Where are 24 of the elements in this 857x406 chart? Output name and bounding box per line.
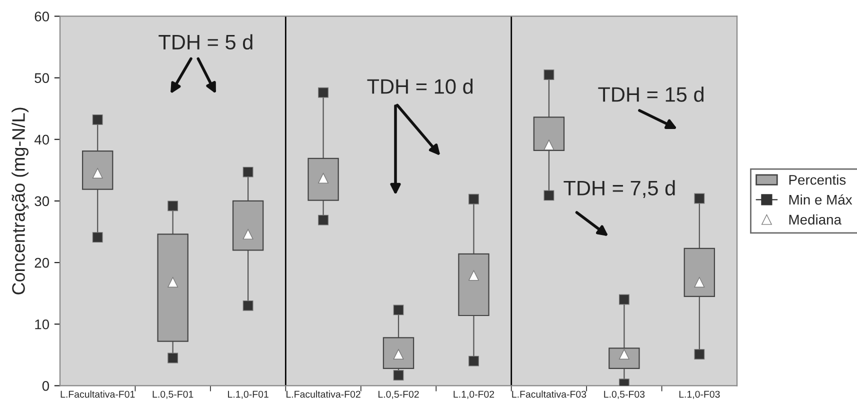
x-tick-label: L.1,0-F01 bbox=[228, 390, 268, 399]
x-tick-label: L.0,5-F01 bbox=[152, 390, 194, 399]
y-tick-label: 30 bbox=[34, 196, 50, 206]
x-tick-label: L.1,0-F02 bbox=[454, 390, 494, 399]
annotation: TDH = 15 d bbox=[598, 86, 704, 102]
annotation: TDH = 7,5 d bbox=[564, 180, 675, 198]
legend-label: Min e Máx bbox=[789, 194, 852, 205]
y-tick-label: 0 bbox=[42, 381, 50, 391]
x-tick-label: L.Facultativa-F01 bbox=[60, 390, 135, 398]
annotation: TDH = 5 d bbox=[158, 34, 252, 50]
x-tick-label: L.Facultativa-F03 bbox=[512, 390, 586, 398]
y-tick-label: 60 bbox=[34, 12, 50, 22]
x-tick-label: L.0,5-F02 bbox=[378, 390, 419, 399]
legend-label: Percentis bbox=[789, 174, 846, 185]
x-tick-label: L.Facultativa-F02 bbox=[286, 390, 360, 398]
x-tick-label: L.0,5-F03 bbox=[604, 390, 645, 399]
x-tick-label: L.1,0-F03 bbox=[679, 390, 720, 399]
y-tick-label: 40 bbox=[34, 134, 50, 145]
y-tick-label: 50 bbox=[34, 73, 50, 83]
y-tick-label: 20 bbox=[34, 258, 50, 268]
annotation: TDH = 10 d bbox=[367, 78, 473, 94]
y-tick-label: 10 bbox=[35, 319, 50, 330]
y-axis-title: Concentração (mg-N/L) bbox=[12, 108, 29, 294]
legend-label: Mediana bbox=[789, 214, 842, 225]
